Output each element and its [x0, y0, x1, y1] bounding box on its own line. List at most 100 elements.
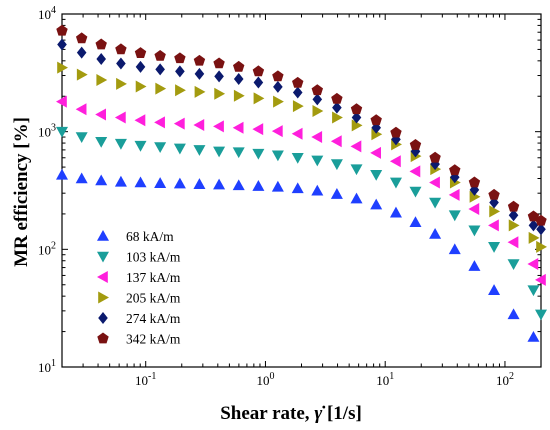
data-point — [409, 139, 422, 150]
data-point — [193, 145, 206, 156]
data-point — [57, 38, 67, 51]
data-point — [468, 176, 481, 188]
data-point — [193, 118, 205, 131]
data-point — [449, 164, 461, 176]
data-point — [173, 177, 186, 189]
data-point — [468, 260, 481, 271]
data-point — [351, 111, 362, 124]
x-tick-label: 102 — [496, 371, 514, 388]
data-point — [114, 175, 127, 187]
data-point — [330, 188, 343, 199]
data-point — [330, 159, 343, 171]
y-tick-label: 101 — [38, 358, 56, 375]
series-5 — [56, 24, 547, 226]
data-point — [155, 63, 165, 76]
data-point — [507, 308, 520, 320]
data-point — [134, 114, 146, 127]
data-point — [291, 127, 303, 140]
data-point — [389, 206, 402, 218]
x-axis-title-prefix: Shear rate, — [220, 403, 314, 424]
data-point — [154, 116, 165, 129]
data-point — [154, 142, 167, 154]
legend-label: 137 kA/m — [126, 270, 181, 285]
data-point — [56, 95, 67, 108]
data-point — [311, 155, 324, 167]
x-tick-label: 101 — [376, 371, 394, 388]
data-point — [134, 47, 147, 58]
data-point — [252, 180, 265, 191]
data-point — [272, 70, 284, 82]
data-point — [114, 111, 126, 124]
data-point — [508, 219, 520, 232]
data-point — [253, 76, 264, 89]
data-point — [76, 46, 87, 59]
data-point — [535, 214, 547, 226]
data-point — [175, 65, 185, 78]
data-point — [233, 89, 245, 102]
legend-label: 274 kA/m — [126, 311, 181, 326]
data-point — [351, 119, 363, 132]
data-point — [253, 92, 265, 105]
data-point — [527, 258, 539, 271]
data-point — [390, 126, 402, 138]
ticks: 10-1 100 101 102 101 102 103 104 — [38, 5, 542, 388]
y-tick-label: 104 — [38, 5, 56, 22]
y-tick-label: 102 — [38, 240, 56, 257]
data-point — [528, 231, 540, 244]
y-tick-label: 103 — [38, 123, 56, 140]
data-point — [57, 61, 68, 74]
data-point — [155, 82, 167, 95]
data-point — [370, 114, 382, 126]
data-points — [56, 24, 547, 342]
data-point — [271, 150, 284, 162]
data-point — [468, 225, 481, 237]
data-point — [114, 138, 127, 150]
data-point — [232, 179, 245, 191]
data-point — [536, 240, 547, 253]
data-point — [213, 178, 226, 190]
data-point — [213, 146, 226, 158]
x-axis-title-suffix: [1/s] — [322, 403, 362, 424]
data-point — [271, 125, 283, 138]
data-point — [193, 178, 206, 189]
data-point — [350, 164, 363, 176]
data-point — [116, 57, 126, 70]
data-point — [135, 80, 147, 93]
data-point — [409, 216, 422, 228]
data-point — [56, 24, 68, 36]
data-point — [527, 285, 540, 297]
legend-marker — [97, 271, 108, 283]
data-point — [429, 197, 442, 209]
series-2 — [56, 95, 546, 286]
series-1 — [56, 126, 547, 321]
data-point — [232, 147, 245, 159]
data-point — [488, 188, 500, 200]
legend-label: 205 kA/m — [126, 291, 181, 306]
legend-marker — [97, 230, 109, 241]
data-point — [332, 101, 342, 114]
data-point — [273, 80, 283, 93]
data-point — [527, 330, 540, 342]
data-point — [75, 103, 87, 116]
data-point — [116, 77, 127, 90]
data-point — [528, 219, 539, 232]
data-point — [350, 192, 363, 204]
data-point — [507, 200, 520, 212]
data-point — [507, 259, 520, 271]
data-point — [292, 100, 304, 113]
data-point — [311, 184, 324, 196]
data-point — [75, 32, 88, 44]
data-point — [507, 236, 519, 249]
data-point — [389, 155, 401, 168]
data-point — [312, 104, 324, 117]
data-point — [154, 49, 166, 61]
data-point — [448, 243, 461, 255]
data-point — [536, 223, 546, 236]
data-point — [213, 57, 225, 69]
data-point — [194, 85, 206, 98]
data-point — [429, 227, 442, 239]
data-point — [370, 198, 383, 210]
data-point — [95, 38, 107, 50]
